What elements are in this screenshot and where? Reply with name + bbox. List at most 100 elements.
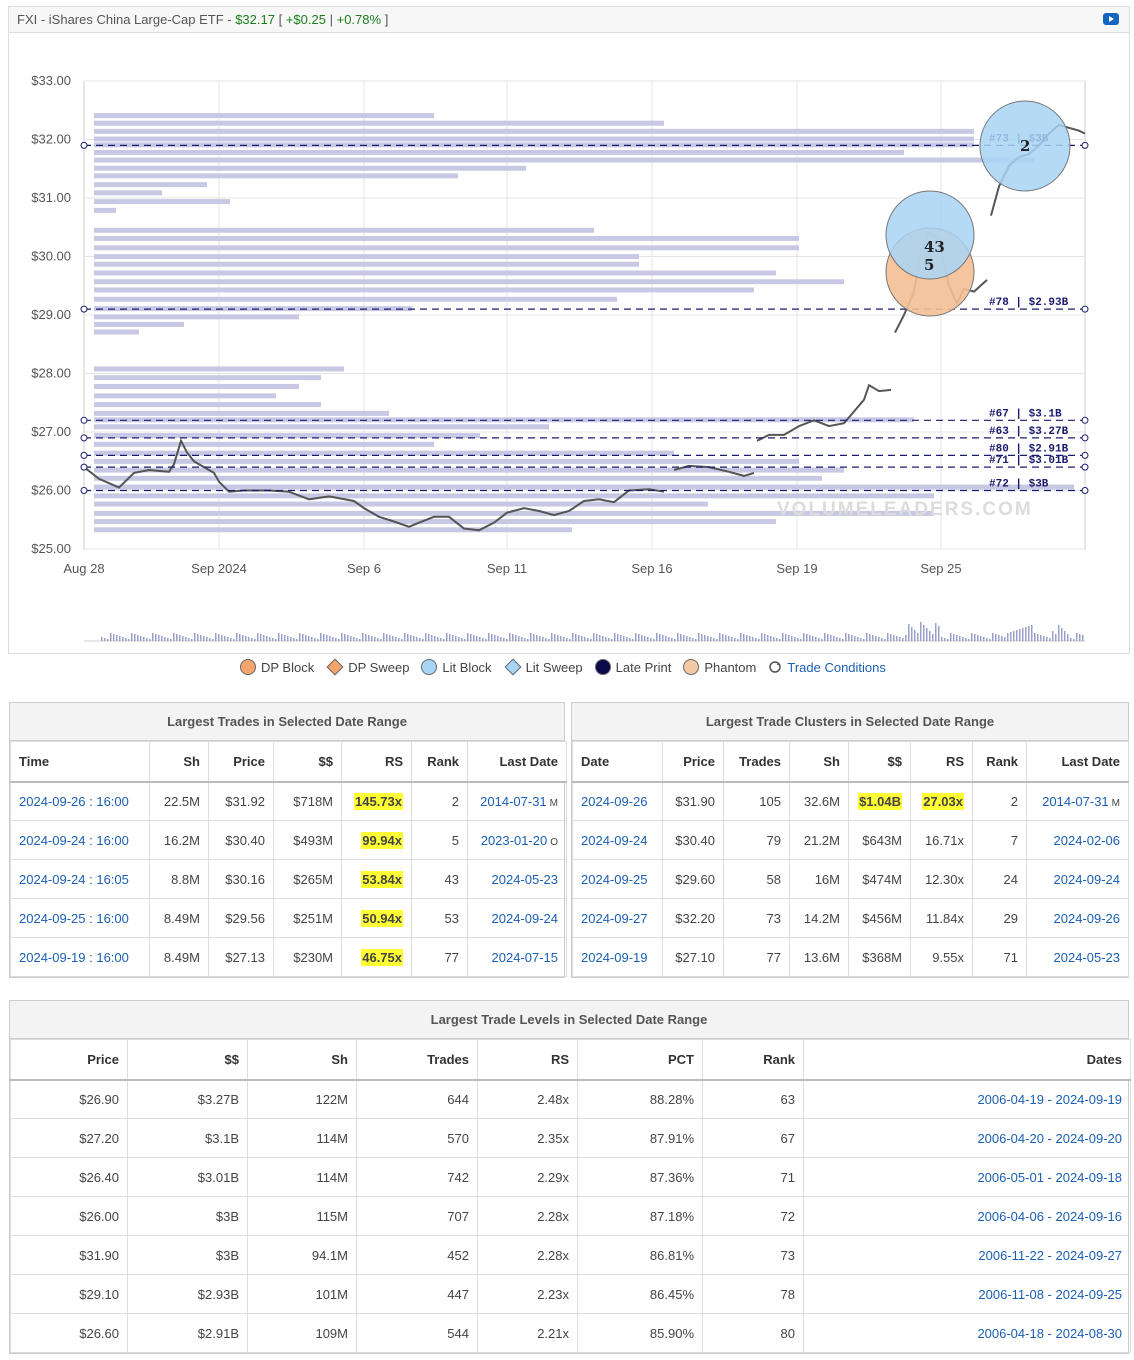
video-icon[interactable] xyxy=(1103,13,1119,25)
cluster-date-link[interactable]: 2024-09-26 xyxy=(572,781,663,821)
table-row[interactable]: $26.60 $2.91B 109M 544 2.21x 85.90% 80 2006-04-… xyxy=(10,1313,1131,1353)
trade-last-date-link-value[interactable]: 2024-05-23 xyxy=(491,871,559,887)
level-dates-link[interactable]: 2006-04-06 - 2024-09-16 xyxy=(803,1196,1131,1236)
trade-last-date-link[interactable]: 2014-07-31 M xyxy=(467,781,567,821)
cluster-date-link-value[interactable]: 2024-09-26 xyxy=(581,793,648,809)
trade-time-link[interactable]: 2024-09-26 : 16:00 xyxy=(10,781,150,821)
cluster-last-date-link-value[interactable]: 2024-02-06 xyxy=(1053,832,1121,848)
table-row[interactable]: 2024-09-27 $32.20 73 14.2M $456M 11.84x 29 2024… xyxy=(572,898,1129,938)
cluster-last-date-link-value[interactable]: 2014-07-31 xyxy=(1042,793,1109,809)
cluster-last-date-link-value[interactable]: 2024-09-24 xyxy=(1053,871,1121,887)
col-sh[interactable]: Sh xyxy=(247,1039,357,1081)
col-trades[interactable]: Trades xyxy=(723,741,790,783)
table-row[interactable]: 2024-09-19 : 16:00 8.49M $27.13 $230M 46.75x… xyxy=(10,937,567,977)
legend-phantom[interactable]: Phantom xyxy=(683,659,756,675)
cluster-last-date-link-value[interactable]: 2024-09-26 xyxy=(1053,910,1121,926)
trade-last-date-link[interactable]: 2023-01-20 O xyxy=(467,820,567,860)
table-row[interactable]: 2024-09-26 $31.90 105 32.6M $1.04B 27.03x 2 201… xyxy=(572,781,1129,821)
table-row[interactable]: $26.00 $3B 115M 707 2.28x 87.18% 72 2006-04-06 … xyxy=(10,1196,1131,1236)
col-dollars[interactable]: $$ xyxy=(273,741,342,783)
table-row[interactable]: 2024-09-25 $29.60 58 16M $474M 12.30x 24 2024-0… xyxy=(572,859,1129,899)
cluster-date-link[interactable]: 2024-09-25 xyxy=(572,859,663,899)
trade-time-link-value[interactable]: 2024-09-24 : 16:05 xyxy=(19,871,129,887)
col-rank[interactable]: Rank xyxy=(702,1039,804,1081)
level-dates-link-value[interactable]: 2006-11-08 - 2024-09-25 xyxy=(978,1286,1122,1302)
table-row[interactable]: $31.90 $3B 94.1M 452 2.28x 86.81% 73 2006-11-22… xyxy=(10,1235,1131,1275)
table-row[interactable]: 2024-09-25 : 16:00 8.49M $29.56 $251M 50.94x… xyxy=(10,898,567,938)
trade-last-date-link-value[interactable]: 2023-01-20 xyxy=(480,832,548,848)
col-last-date[interactable]: Last Date xyxy=(467,741,567,783)
cluster-last-date-link[interactable]: 2014-07-31 M xyxy=(1026,781,1129,821)
legend-trade-conditions[interactable]: Trade Conditions xyxy=(768,660,886,675)
col-sh[interactable]: Sh xyxy=(789,741,849,783)
col-time[interactable]: Time xyxy=(10,741,150,783)
level-dates-link[interactable]: 2006-11-22 - 2024-09-27 xyxy=(803,1235,1131,1275)
col-rank[interactable]: Rank xyxy=(411,741,468,783)
col-dates[interactable]: Dates xyxy=(803,1039,1131,1081)
level-dates-link-value[interactable]: 2006-04-18 - 2024-08-30 xyxy=(977,1325,1122,1341)
trade-time-link[interactable]: 2024-09-25 : 16:00 xyxy=(10,898,150,938)
col-rs[interactable]: RS xyxy=(910,741,973,783)
cluster-date-link-value[interactable]: 2024-09-19 xyxy=(581,949,648,965)
trade-time-link[interactable]: 2024-09-19 : 16:00 xyxy=(10,937,150,977)
trade-time-link-value[interactable]: 2024-09-25 : 16:00 xyxy=(19,910,129,926)
cluster-last-date-link-value[interactable]: 2024-05-23 xyxy=(1053,949,1121,965)
level-dates-link-value[interactable]: 2006-05-01 - 2024-09-18 xyxy=(977,1169,1122,1185)
trade-last-date-link-value[interactable]: 2014-07-31 xyxy=(480,793,547,809)
table-row[interactable]: 2024-09-26 : 16:00 22.5M $31.92 $718M 145.73… xyxy=(10,781,567,821)
cluster-last-date-link[interactable]: 2024-05-23 xyxy=(1026,937,1129,977)
trade-time-link-value[interactable]: 2024-09-26 : 16:00 xyxy=(19,793,129,809)
col-price[interactable]: Price xyxy=(662,741,724,783)
trade-time-link-value[interactable]: 2024-09-24 : 16:00 xyxy=(19,832,129,848)
cluster-date-link[interactable]: 2024-09-27 xyxy=(572,898,663,938)
level-dates-link-value[interactable]: 2006-04-06 - 2024-09-16 xyxy=(977,1208,1122,1224)
cluster-date-link-value[interactable]: 2024-09-27 xyxy=(581,910,648,926)
cluster-last-date-link[interactable]: 2024-02-06 xyxy=(1026,820,1129,860)
legend-dp-block[interactable]: DP Block xyxy=(240,659,314,675)
chart-canvas[interactable]: Aug 28 Sep 2024 Sep 6 Sep 11 Sep 16 Sep 19 Sep… xyxy=(9,33,1129,653)
cluster-date-link[interactable]: 2024-09-24 xyxy=(572,820,663,860)
legend-lit-sweep[interactable]: Lit Sweep xyxy=(504,658,583,676)
trade-time-link-value[interactable]: 2024-09-19 : 16:00 xyxy=(19,949,129,965)
table-row[interactable]: 2024-09-24 $30.40 79 21.2M $643M 16.71x 7 2024-… xyxy=(572,820,1129,860)
level-dates-link-value[interactable]: 2006-04-19 - 2024-09-19 xyxy=(977,1091,1122,1107)
cluster-last-date-link[interactable]: 2024-09-24 xyxy=(1026,859,1129,899)
level-dates-link[interactable]: 2006-04-20 - 2024-09-20 xyxy=(803,1118,1131,1158)
col-rank[interactable]: Rank xyxy=(972,741,1027,783)
col-price[interactable]: Price xyxy=(208,741,274,783)
cluster-date-link[interactable]: 2024-09-19 xyxy=(572,937,663,977)
level-dates-link[interactable]: 2006-04-19 - 2024-09-19 xyxy=(803,1079,1131,1119)
legend-late-print[interactable]: Late Print xyxy=(594,659,671,675)
price-chart[interactable]: Aug 28 Sep 2024 Sep 6 Sep 11 Sep 16 Sep 19 Sep… xyxy=(8,32,1130,654)
legend-lit-block[interactable]: Lit Block xyxy=(421,659,492,675)
legend-dp-sweep[interactable]: DP Sweep xyxy=(326,658,409,676)
col-rs[interactable]: RS xyxy=(341,741,412,783)
level-dates-link-value[interactable]: 2006-04-20 - 2024-09-20 xyxy=(977,1130,1122,1146)
col-rs[interactable]: RS xyxy=(477,1039,578,1081)
trade-last-date-link[interactable]: 2024-09-24 xyxy=(467,898,567,938)
trade-last-date-link[interactable]: 2024-07-15 xyxy=(467,937,567,977)
level-dates-link[interactable]: 2006-05-01 - 2024-09-18 xyxy=(803,1157,1131,1197)
table-row[interactable]: 2024-09-24 : 16:00 16.2M $30.40 $493M 99.94x… xyxy=(10,820,567,860)
table-row[interactable]: $26.90 $3.27B 122M 644 2.48x 88.28% 63 2006-04-… xyxy=(10,1079,1131,1119)
col-dollars[interactable]: $$ xyxy=(127,1039,248,1081)
col-date[interactable]: Date xyxy=(572,741,663,783)
col-dollars[interactable]: $$ xyxy=(848,741,911,783)
cluster-last-date-link[interactable]: 2024-09-26 xyxy=(1026,898,1129,938)
cluster-date-link-value[interactable]: 2024-09-25 xyxy=(581,871,648,887)
col-pct[interactable]: PCT xyxy=(577,1039,703,1081)
table-row[interactable]: 2024-09-19 $27.10 77 13.6M $368M 9.55x 71 2024-… xyxy=(572,937,1129,977)
trade-last-date-link[interactable]: 2024-05-23 xyxy=(467,859,567,899)
col-last-date[interactable]: Last Date xyxy=(1026,741,1129,783)
col-price[interactable]: Price xyxy=(10,1039,128,1081)
table-row[interactable]: $27.20 $3.1B 114M 570 2.35x 87.91% 67 2006-04-2… xyxy=(10,1118,1131,1158)
trade-time-link[interactable]: 2024-09-24 : 16:05 xyxy=(10,859,150,899)
trade-last-date-link-value[interactable]: 2024-09-24 xyxy=(491,910,559,926)
trade-time-link[interactable]: 2024-09-24 : 16:00 xyxy=(10,820,150,860)
table-row[interactable]: 2024-09-24 : 16:05 8.8M $30.16 $265M 53.84x 4… xyxy=(10,859,567,899)
col-trades[interactable]: Trades xyxy=(356,1039,478,1081)
table-row[interactable]: $26.40 $3.01B 114M 742 2.29x 87.36% 71 2006-05-… xyxy=(10,1157,1131,1197)
table-row[interactable]: $29.10 $2.93B 101M 447 2.23x 86.45% 78 2006-11-… xyxy=(10,1274,1131,1314)
level-dates-link[interactable]: 2006-11-08 - 2024-09-25 xyxy=(803,1274,1131,1314)
col-sh[interactable]: Sh xyxy=(149,741,209,783)
